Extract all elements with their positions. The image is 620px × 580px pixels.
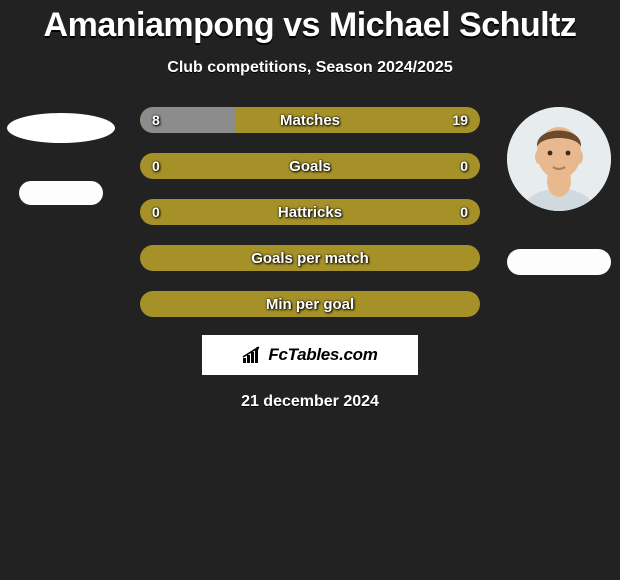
bar-value-right: 0 [460,153,468,179]
bar-label: Matches [140,107,480,133]
page-title: Amaniampong vs Michael Schultz [0,0,620,45]
page-subtitle: Club competitions, Season 2024/2025 [0,59,620,77]
bar-matches: 8 Matches 19 [140,107,480,133]
bar-goals-per-match: Goals per match [140,245,480,271]
bar-min-per-goal: Min per goal [140,291,480,317]
bar-value-right: 19 [452,107,468,133]
player-name-pill [19,181,103,205]
avatar-placeholder [7,113,115,143]
bar-label: Hattricks [140,199,480,225]
bar-value-right: 0 [460,199,468,225]
player-left [6,107,116,205]
player-name-pill [507,249,611,275]
bar-label: Min per goal [140,291,480,317]
footer-date: 21 december 2024 [0,393,620,411]
comparison-bars: 8 Matches 19 0 Goals 0 0 Hattricks 0 Goa… [140,107,480,317]
comparison-panel: 8 Matches 19 0 Goals 0 0 Hattricks 0 Goa… [0,107,620,411]
bars-chart-icon [242,346,264,364]
bar-label: Goals [140,153,480,179]
player-right [504,107,614,275]
bar-goals: 0 Goals 0 [140,153,480,179]
brand-badge: FcTables.com [202,335,418,375]
bar-hattricks: 0 Hattricks 0 [140,199,480,225]
bar-label: Goals per match [140,245,480,271]
avatar [507,107,611,211]
brand-text: FcTables.com [268,345,377,365]
avatar-photo-icon [507,107,611,211]
